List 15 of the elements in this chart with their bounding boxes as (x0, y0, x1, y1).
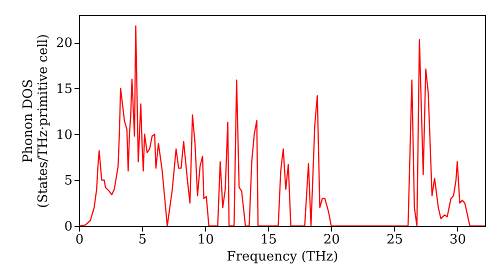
y-tick-label: 5 (64, 174, 72, 189)
x-tick-label: 5 (138, 232, 147, 248)
x-tick-label: 25 (386, 232, 403, 248)
x-axis-title: Frequency (THz) (226, 250, 338, 264)
y-tick-label: 20 (56, 36, 72, 52)
x-tick-label: 0 (75, 232, 84, 248)
x-tick-label: 20 (323, 232, 340, 248)
line-series (79, 25, 485, 226)
y-axis-title: Phonon DOS (States/THz·primitive cell) (20, 34, 51, 208)
x-tick-label: 10 (197, 232, 214, 248)
y-tick-label: 10 (56, 128, 72, 143)
y-tick-label: 15 (56, 82, 72, 97)
x-tick-label: 30 (449, 232, 466, 248)
y-tick-label: 0 (64, 220, 72, 234)
x-tick-label: 15 (260, 232, 277, 248)
